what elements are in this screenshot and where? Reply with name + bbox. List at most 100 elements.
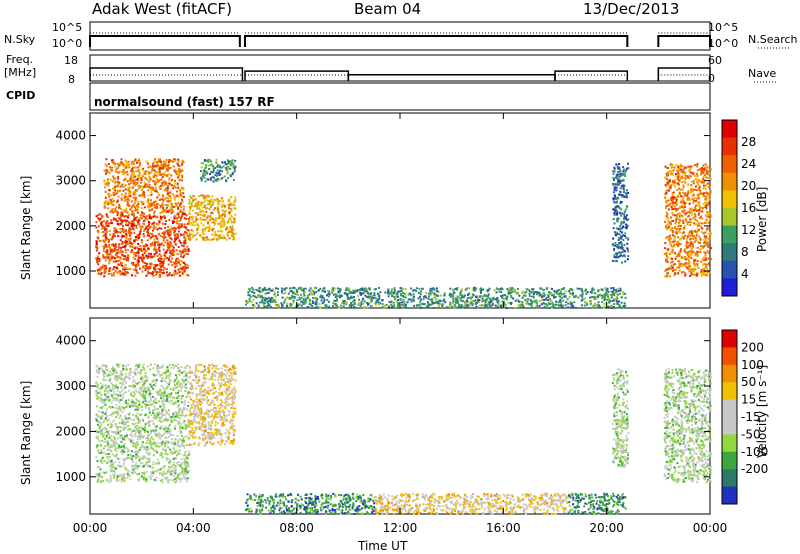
colorbar-swatch xyxy=(722,451,737,470)
nave-label: Nave xyxy=(748,67,777,80)
colorbar-swatch xyxy=(722,190,737,209)
xtick-label: 04:00 xyxy=(176,521,211,535)
nsearch-label: N.Search xyxy=(748,33,798,46)
nsky-label: N.Sky xyxy=(4,33,36,46)
colorbar-frame xyxy=(721,329,738,505)
colorbar-swatch xyxy=(722,330,737,348)
colorbar-tick-label: -50 xyxy=(741,427,761,441)
nsky-series-1 xyxy=(244,35,629,47)
velocity-echo-region-6 xyxy=(663,367,712,484)
nsearch-tick-top: 10^5 xyxy=(708,21,739,34)
colorbar-tick-label: 24 xyxy=(741,157,756,171)
velocity-colorbar-label: Velocity [m s⁻¹] xyxy=(755,364,769,458)
colorbar-tick-label: 15 xyxy=(741,393,756,407)
freq-label-1: Freq. xyxy=(6,53,34,66)
velocity-echo-region-0 xyxy=(95,363,191,484)
power-colorbar-label: Power [dB] xyxy=(755,186,769,252)
xtick-label: 16:00 xyxy=(486,521,521,535)
colorbar-swatch xyxy=(722,486,737,505)
ytick-label: 4000 xyxy=(55,129,86,143)
colorbar-swatch xyxy=(722,225,737,244)
aux-panels xyxy=(89,21,790,111)
colorbar-swatch xyxy=(722,137,737,156)
colorbar-swatch xyxy=(722,399,737,418)
power-echo-region-2 xyxy=(188,194,237,242)
colorbar-swatch xyxy=(722,260,737,279)
colorbar-frame xyxy=(721,119,738,297)
ytick-label: 3000 xyxy=(55,174,86,188)
nave-tick-bottom: 0 xyxy=(708,72,715,85)
colorbar-swatch xyxy=(722,208,737,227)
power-ylabel: Slant Range [km] xyxy=(19,175,33,280)
power-echo-region-6 xyxy=(663,162,712,278)
ytick-label: 2000 xyxy=(55,424,86,438)
velocity-echo-region-5 xyxy=(611,368,630,468)
colorbar-swatch xyxy=(722,417,737,435)
colorbar-tick-label: 4 xyxy=(741,267,749,281)
power-echo-region-1 xyxy=(103,158,185,215)
nsky-tick-top: 10^5 xyxy=(52,21,83,34)
xtick-label: 12:00 xyxy=(383,521,418,535)
velocity-ylabel: Slant Range [km] xyxy=(19,380,33,485)
colorbar-swatch xyxy=(722,347,737,366)
freq-label-2: [MHz] xyxy=(4,66,37,79)
colorbar-swatch xyxy=(722,243,737,262)
cpid-label: CPID xyxy=(6,89,36,102)
freq-series-4 xyxy=(657,67,711,81)
ytick-label: 1000 xyxy=(55,264,86,278)
velocity-echo-region-2 xyxy=(245,492,377,515)
nsearch-tick-bottom: 10^0 xyxy=(708,37,739,50)
colorbar-swatch xyxy=(722,364,737,383)
freq-series-3 xyxy=(554,70,629,81)
velocity-echo-region-4 xyxy=(568,492,627,515)
power-echo-region-5 xyxy=(611,162,630,264)
freq-tick-bottom: 8 xyxy=(68,73,75,86)
velocity-echo-region-1 xyxy=(188,363,237,447)
radar-title: Adak West (fitACF) xyxy=(92,0,232,18)
freq-series-1 xyxy=(244,70,350,81)
x-axis-label: Time UT xyxy=(358,539,408,553)
colorbar-swatch xyxy=(722,120,737,139)
freq-tick-top: 18 xyxy=(64,54,78,67)
colorbar-tick-label: 20 xyxy=(741,179,756,193)
colorbar-swatch xyxy=(722,155,737,174)
xtick-label: 00:00 xyxy=(73,521,108,535)
cpid-value: normalsound (fast) 157 RF xyxy=(94,95,275,109)
nsky-tick-bottom: 10^0 xyxy=(52,37,83,50)
colorbar-tick-label: 12 xyxy=(741,223,756,237)
colorbar-swatch xyxy=(722,172,737,191)
velocity-panel: 1000 2000 3000 4000 00:00 04:00 08:00 12:00 16:0… xyxy=(55,317,768,535)
colorbar-swatch xyxy=(722,469,737,488)
colorbar-tick-label: 200 xyxy=(741,340,764,354)
velocity-echo-region-3 xyxy=(374,492,569,516)
nsky-series-0 xyxy=(89,35,241,47)
beam-label: Beam 04 xyxy=(354,0,422,18)
colorbar-tick-label: -15 xyxy=(741,410,761,424)
colorbar-tick-label: -200 xyxy=(741,462,768,476)
cpid-panel-frame xyxy=(89,82,711,111)
colorbar-swatch xyxy=(722,382,737,401)
colorbar-tick-label: 16 xyxy=(741,201,756,215)
power-panel: 1000 2000 3000 4000 4 8 12 16 20 24 28 xyxy=(55,112,756,310)
xtick-label: 20:00 xyxy=(589,521,624,535)
colorbar-tick-label: -100 xyxy=(741,445,768,459)
power-echo-region-0 xyxy=(95,212,190,278)
freq-series-2 xyxy=(347,74,556,81)
colorbar-tick-label: 8 xyxy=(741,245,749,259)
colorbar-tick-label: 28 xyxy=(741,135,756,149)
power-echo-region-3 xyxy=(199,158,237,183)
xtick-label: 00:00 xyxy=(693,521,728,535)
ytick-label: 1000 xyxy=(55,470,86,484)
power-echo-region-4 xyxy=(245,286,627,310)
date-label: 13/Dec/2013 xyxy=(583,0,680,18)
ytick-label: 2000 xyxy=(55,219,86,233)
colorbar-tick-label: 100 xyxy=(741,358,764,372)
ytick-label: 4000 xyxy=(55,334,86,348)
nsky-series-2 xyxy=(657,35,711,47)
nave-tick-top: 60 xyxy=(708,54,722,67)
colorbar-swatch xyxy=(722,434,737,453)
colorbar-tick-label: 50 xyxy=(741,375,756,389)
xtick-label: 08:00 xyxy=(279,521,314,535)
